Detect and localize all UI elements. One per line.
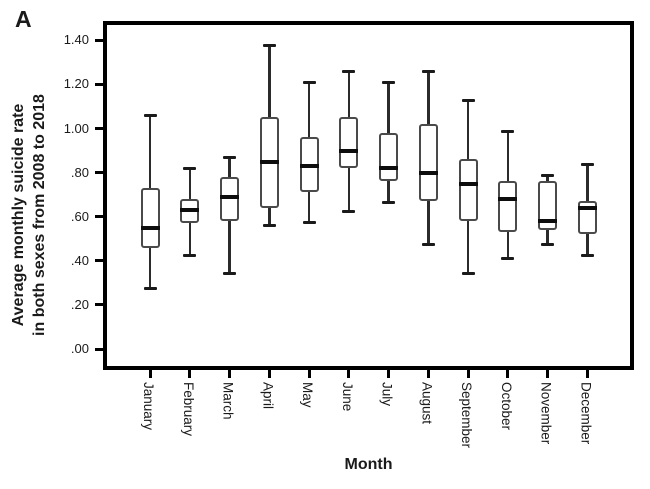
whisker-cap-top-september xyxy=(461,98,475,102)
median-line-august xyxy=(418,170,438,175)
x-tick-mark xyxy=(148,370,152,378)
median-line-february xyxy=(180,208,200,213)
whisker-cap-bottom-december xyxy=(580,254,594,258)
whisker-cap-top-may xyxy=(302,81,316,85)
x-axis-title: Month xyxy=(344,456,393,473)
y-tick-mark xyxy=(95,82,103,86)
median-line-january xyxy=(140,225,160,230)
plot-frame xyxy=(103,21,634,370)
x-tick-label-april: April xyxy=(260,382,276,410)
x-tick-mark xyxy=(188,370,192,378)
y-tick-mark xyxy=(95,259,103,263)
y-tick-label: .80 xyxy=(70,164,89,180)
whisker-cap-bottom-may xyxy=(302,221,316,225)
x-tick-label-july: July xyxy=(379,382,395,407)
x-tick-label-march: March xyxy=(220,382,236,420)
x-tick-label-december: December xyxy=(578,382,594,445)
y-tick-label: 1.40 xyxy=(63,32,89,48)
x-tick-mark xyxy=(228,370,231,378)
y-tick-label: .00 xyxy=(70,341,89,356)
box-october xyxy=(498,181,518,233)
whisker-cap-bottom-march xyxy=(223,272,236,276)
whisker-cap-top-april xyxy=(262,43,276,47)
whisker-cap-top-january xyxy=(143,114,157,118)
whisker-cap-top-november xyxy=(541,173,554,177)
x-tick-mark xyxy=(426,370,430,378)
whisker-cap-top-june xyxy=(342,70,356,74)
x-tick-label-november: November xyxy=(538,382,554,445)
y-axis-title-line1: Average monthly suicide rate xyxy=(10,103,27,327)
whisker-cap-top-december xyxy=(580,162,594,166)
y-tick-mark xyxy=(95,38,103,42)
panel-label: A xyxy=(15,6,32,32)
x-tick-label-june: June xyxy=(339,382,355,412)
median-line-march xyxy=(220,194,239,199)
box-august xyxy=(418,124,438,202)
x-tick-label-september: September xyxy=(459,382,474,449)
whisker-cap-top-october xyxy=(501,129,515,133)
y-tick-mark xyxy=(95,127,103,130)
x-tick-label-january: January xyxy=(141,382,156,431)
x-tick-mark xyxy=(307,370,311,378)
box-july xyxy=(379,132,398,182)
y-tick-label: .60 xyxy=(70,208,89,224)
box-june xyxy=(339,117,359,169)
median-line-october xyxy=(498,197,518,202)
whisker-cap-bottom-october xyxy=(501,256,515,260)
whisker-cap-top-march xyxy=(223,156,236,160)
whisker-cap-bottom-september xyxy=(461,272,475,276)
whisker-cap-top-february xyxy=(183,167,197,171)
y-tick-mark xyxy=(95,347,103,351)
whisker-cap-bottom-january xyxy=(143,287,157,291)
box-november xyxy=(538,181,557,230)
x-tick-label-february: February xyxy=(180,382,196,437)
x-tick-label-may: May xyxy=(300,382,315,408)
whisker-cap-bottom-november xyxy=(541,243,554,247)
x-tick-mark xyxy=(546,370,549,378)
median-line-november xyxy=(538,219,557,224)
box-september xyxy=(458,159,478,222)
y-tick-mark xyxy=(95,171,103,175)
x-tick-label-august: August xyxy=(419,382,435,425)
box-march xyxy=(220,177,239,222)
y-tick-mark xyxy=(95,215,103,219)
x-tick-mark xyxy=(585,370,589,378)
plot-area: 1.40 1.20 1.00 .80 .60 .40 .20 .00 January Februa… xyxy=(64,21,634,448)
median-line-june xyxy=(339,148,359,153)
x-tick-mark xyxy=(387,370,390,378)
whisker-cap-bottom-july xyxy=(382,201,395,205)
whisker-cap-bottom-august xyxy=(421,243,435,247)
median-line-december xyxy=(577,205,597,210)
y-tick-label: .20 xyxy=(70,296,89,312)
whisker-cap-top-august xyxy=(421,70,435,74)
whisker-cap-bottom-april xyxy=(262,223,276,227)
x-tick-mark xyxy=(347,370,351,378)
y-tick-label: .40 xyxy=(70,252,89,268)
y-tick-mark xyxy=(95,303,103,307)
whisker-cap-bottom-february xyxy=(183,254,197,258)
y-tick-label: 1.00 xyxy=(63,120,89,136)
box-january xyxy=(140,188,160,248)
whisker-cap-bottom-june xyxy=(342,210,356,214)
x-tick-label-october: October xyxy=(498,382,514,431)
median-line-april xyxy=(259,159,279,164)
median-line-july xyxy=(379,166,398,171)
x-tick-mark xyxy=(506,370,510,378)
x-tick-mark xyxy=(267,370,271,378)
x-tick-mark xyxy=(466,370,470,378)
median-line-september xyxy=(458,181,478,186)
median-line-may xyxy=(299,163,319,168)
whisker-cap-top-july xyxy=(382,81,395,85)
y-tick-label: 1.20 xyxy=(63,76,89,92)
